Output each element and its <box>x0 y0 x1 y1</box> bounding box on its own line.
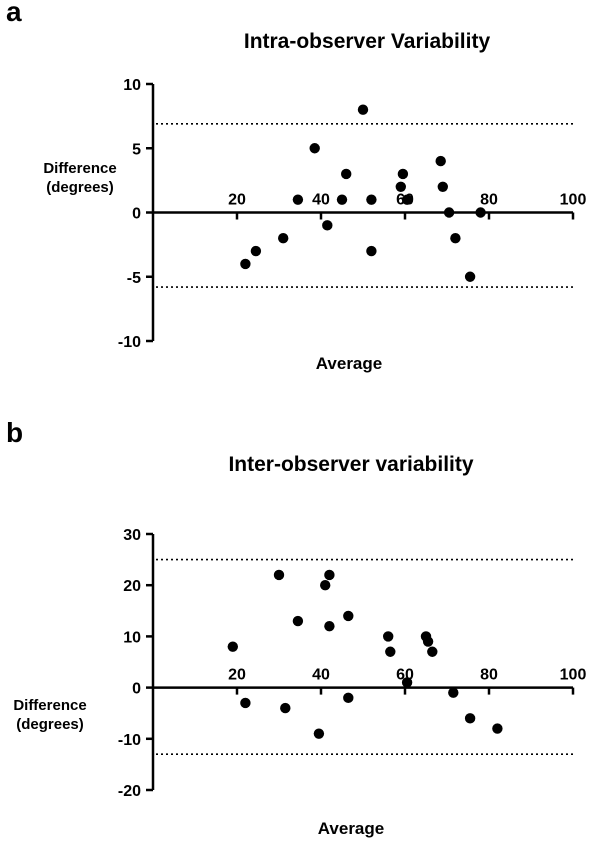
panel-a-y-tick-label: -5 <box>127 270 141 287</box>
panel-a-x-tick-label: 100 <box>560 192 587 209</box>
panel-a-data-point <box>401 194 413 205</box>
panel-a-data-point <box>341 168 352 180</box>
panel-a-y-tick-label: 10 <box>123 77 141 94</box>
panel-a: a Intra-observer Variability Difference … <box>6 0 586 373</box>
panel-a-data-point <box>336 194 348 205</box>
panel-a-ylabel-line1: Difference <box>43 160 116 177</box>
panel-b-ylabel-line1: Difference <box>13 697 86 714</box>
panel-a-data-point <box>250 245 262 257</box>
panel-a-data-point <box>397 168 409 180</box>
panel-b: b Inter-observer variability Difference … <box>6 417 586 838</box>
panel-b-data-point <box>383 631 394 642</box>
panel-a-data-point <box>437 181 448 192</box>
panel-a-x-tick-label: 20 <box>228 192 246 209</box>
panel-a-data-point <box>475 207 486 218</box>
panel-b-ylabel-line2: (degrees) <box>16 716 84 733</box>
panel-b-data-point <box>492 723 503 734</box>
panel-b-y-tick-label: 20 <box>123 578 141 595</box>
panel-b-data-point <box>448 687 459 698</box>
panel-b-data-point <box>313 728 325 739</box>
panel-b-data-point <box>464 713 476 724</box>
panel-b-data-point <box>320 580 331 591</box>
panel-a-data-point <box>357 104 369 115</box>
panel-b-data-point <box>422 636 434 647</box>
panel-a-y-tick-label: -10 <box>118 334 141 351</box>
panel-a-xlabel: Average <box>316 354 382 373</box>
panel-b-x-tick-label: 80 <box>480 667 498 684</box>
panel-b-letter: b <box>6 417 23 448</box>
panel-a-data-point <box>464 271 476 282</box>
panel-b-data-point <box>273 569 285 581</box>
panel-a-ylabel-line2: (degrees) <box>46 179 114 196</box>
panel-b-data-point <box>227 641 238 652</box>
panel-a-data-point <box>278 233 289 244</box>
panel-b-data-point <box>240 697 251 709</box>
panel-a-data-point <box>309 143 320 154</box>
panel-a-data-point <box>366 194 377 205</box>
panel-b-x-tick-label: 40 <box>312 667 330 684</box>
panel-b-title: Inter-observer variability <box>228 453 473 476</box>
panel-b-x-tick-label: 100 <box>560 667 587 684</box>
panel-a-y-tick-label: 0 <box>132 206 141 223</box>
panel-a-data-point <box>366 245 377 257</box>
panel-a-x-tick-label: 80 <box>480 192 498 209</box>
panel-a-data-point <box>322 220 333 231</box>
panel-a-title: Intra-observer Variability <box>244 30 491 53</box>
panel-a-letter: a <box>6 0 22 27</box>
panel-a-data-point <box>443 207 455 218</box>
panel-a-data-point <box>240 258 251 270</box>
panel-b-data-point <box>292 615 304 627</box>
panel-b-data-point <box>324 569 335 581</box>
panel-b-y-tick-label: 30 <box>123 527 141 544</box>
panel-b-data-point <box>343 692 354 704</box>
panel-a-data-point <box>450 233 461 244</box>
panel-b-xlabel: Average <box>318 819 384 838</box>
panel-b-y-tick-label: 10 <box>123 629 141 646</box>
panel-b-y-tick-label: 0 <box>132 681 141 698</box>
panel-a-data-point <box>395 181 406 192</box>
panel-b-data-point <box>324 620 335 632</box>
panel-b-data-point <box>385 646 396 657</box>
panel-b-data-point <box>343 610 354 622</box>
panel-b-x-tick-label: 20 <box>228 667 246 684</box>
panel-b-data-point <box>427 646 438 657</box>
panel-a-x-tick-label: 40 <box>312 192 330 209</box>
panel-b-y-tick-label: -20 <box>118 783 141 800</box>
panel-a-data-point <box>292 194 304 205</box>
panel-b-data-point <box>280 702 291 714</box>
panel-a-y-tick-label: 5 <box>132 141 141 158</box>
panel-a-data-point <box>435 155 446 167</box>
panel-b-y-tick-label: -10 <box>118 732 141 749</box>
panel-b-data-point <box>401 677 413 688</box>
